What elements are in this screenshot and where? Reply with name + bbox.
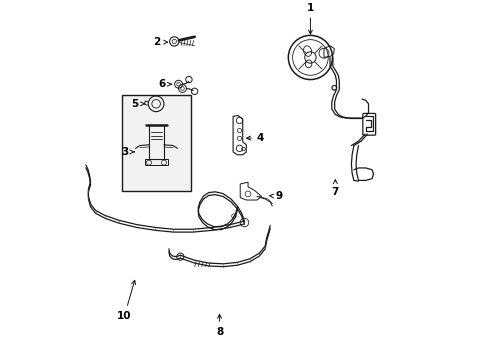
Text: 4: 4 (246, 132, 264, 143)
Text: 10: 10 (117, 280, 135, 321)
Text: 6: 6 (158, 79, 171, 89)
Text: 2: 2 (153, 37, 167, 47)
Text: 7: 7 (331, 180, 338, 197)
Text: 1: 1 (306, 3, 313, 34)
Text: 3: 3 (121, 147, 134, 157)
Text: 8: 8 (216, 314, 223, 337)
Text: 5: 5 (131, 99, 144, 109)
Text: 9: 9 (269, 192, 283, 202)
FancyBboxPatch shape (122, 95, 191, 191)
